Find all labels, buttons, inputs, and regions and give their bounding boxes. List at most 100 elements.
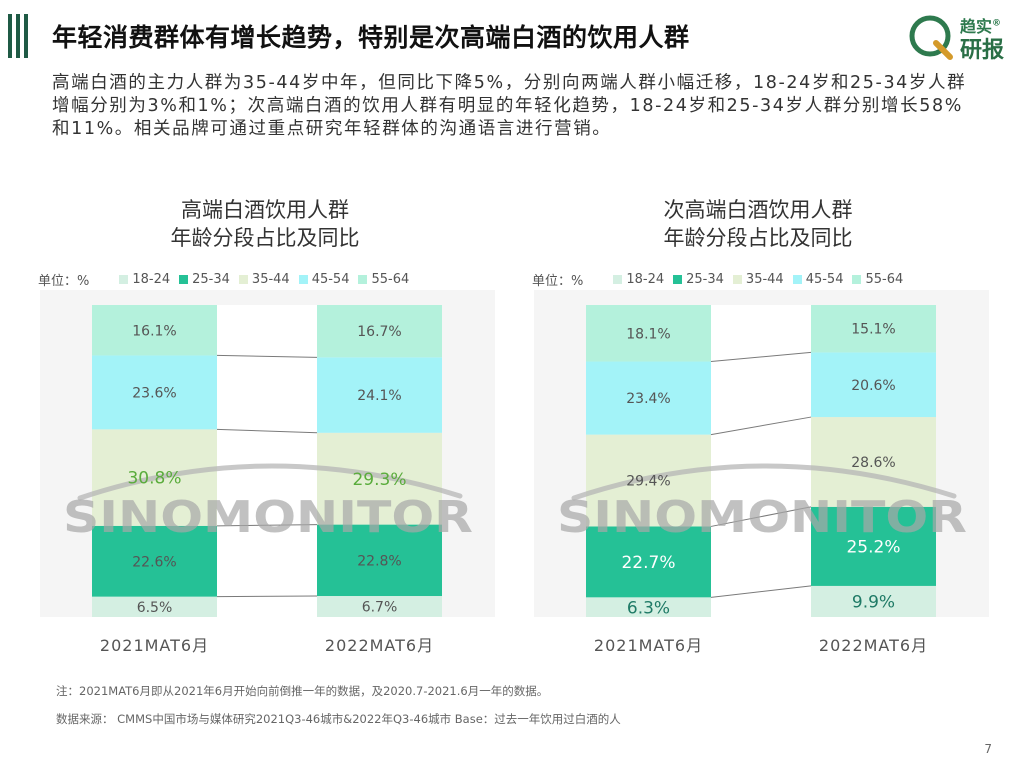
legend-swatch <box>732 275 742 284</box>
bar-segment-25-34-1 <box>92 525 217 597</box>
bar-segment-18-24-2 <box>317 596 442 617</box>
legend-label: 35-44 <box>745 272 784 287</box>
logo-registered-mark: ® <box>992 18 1002 29</box>
data-label-25-34-1: 22.6% <box>132 554 176 570</box>
bar-segment-35-44-1 <box>586 434 711 527</box>
watermark-arc <box>77 463 463 501</box>
bar-segment-55-64-2 <box>811 305 936 353</box>
bar-segment-25-34-1 <box>586 526 711 598</box>
header-accent-bars <box>8 14 48 60</box>
legend-swatch <box>613 275 623 284</box>
logo-line1: 趋实 <box>960 17 993 36</box>
legend-swatch <box>673 275 683 284</box>
footnote: 注：2021MAT6月即从2021年6月开始向前倒推一年的数据，及2020.7-… <box>56 684 549 698</box>
category-label-1: 2021MAT6月 <box>594 636 703 655</box>
legend-label: 35-44 <box>251 272 290 287</box>
bar-segment-25-34-2 <box>317 524 442 597</box>
category-label-1: 2021MAT6月 <box>100 636 209 655</box>
logo-q-icon <box>909 15 953 60</box>
legend-item-18-24: 18-24 <box>613 272 664 287</box>
legend-item-35-44: 35-44 <box>732 272 784 287</box>
data-source: 数据来源： CMMS中国市场与媒体研究2021Q3-46城市&2022年Q3-4… <box>56 712 621 726</box>
data-label-45-54-1: 23.4% <box>626 391 670 407</box>
chart2-title-line2: 年龄分段占比及同比 <box>663 226 853 250</box>
legend-swatch <box>358 275 368 284</box>
legend-item-45-54: 45-54 <box>298 272 350 287</box>
bar-segment-55-64-1 <box>586 305 711 362</box>
data-label-25-34-1: 22.7% <box>621 553 675 573</box>
legend-label: 18-24 <box>132 272 171 287</box>
data-label-35-44-1: 29.4% <box>626 474 670 490</box>
legend-item-45-54: 45-54 <box>792 272 844 287</box>
data-label-55-64-2: 16.7% <box>357 324 401 340</box>
legend-label: 45-54 <box>805 272 844 287</box>
connector-line <box>216 595 318 598</box>
data-label-18-24-2: 9.9% <box>852 593 895 613</box>
legend-swatch <box>792 275 802 284</box>
legend-label: 18-24 <box>626 272 665 287</box>
data-label-18-24-2: 6.7% <box>362 600 398 616</box>
data-label-25-34-2: 22.8% <box>357 553 401 569</box>
watermark-arc <box>571 463 957 501</box>
bar-segment-45-54-2 <box>317 357 442 433</box>
data-label-18-24-1: 6.5% <box>137 600 173 616</box>
chart1-title-line2: 年龄分段占比及同比 <box>170 226 360 250</box>
data-label-55-64-1: 16.1% <box>132 323 176 339</box>
connector-line <box>710 506 812 527</box>
chart1-title-line1: 高端白酒饮用人群 <box>181 198 349 222</box>
connector-line <box>710 416 812 436</box>
legend-item-55-64: 55-64 <box>358 272 409 287</box>
bar-segment-25-34-2 <box>811 506 936 586</box>
category-label-2: 2022MAT6月 <box>819 636 928 655</box>
legend-unit-label: 单位：% <box>38 274 90 289</box>
page-title: 年轻消费群体有增长趋势，特别是次高端白酒的饮用人群 <box>52 23 690 52</box>
legend-item-35-44: 35-44 <box>238 272 290 287</box>
legend-swatch <box>179 275 189 284</box>
connector-line <box>216 524 318 527</box>
bar-segment-45-54-1 <box>92 355 217 430</box>
chart2-legend: 单位：% 18-24 25-34 35-44 45-54 55-64 <box>532 270 912 289</box>
data-label-35-44-1: 30.8% <box>127 469 181 489</box>
legend-label: 45-54 <box>311 272 350 287</box>
legend-swatch <box>238 275 248 284</box>
chart1-stacked-bar: SINOMONITOR 6.5% 6.7% 22.6% 22.8% 30.8% 29.3% 2… <box>40 290 495 655</box>
data-label-45-54-2: 24.1% <box>357 388 401 404</box>
legend-item-18-24: 18-24 <box>119 272 170 287</box>
legend-label: 55-64 <box>865 272 904 287</box>
legend-item-25-34: 25-34 <box>179 272 230 287</box>
bar-gap <box>711 305 811 617</box>
watermark-text: SINOMONITOR <box>557 492 967 543</box>
chart2-title-line1: 次高端白酒饮用人群 <box>663 198 853 222</box>
page-number: 7 <box>984 742 992 756</box>
logo-line2: 研报 <box>960 38 1005 63</box>
brand-logo: 趋实® 研报 <box>906 12 1010 63</box>
data-label-18-24-1: 6.3% <box>627 598 670 618</box>
legend-swatch <box>298 275 308 284</box>
bar-segment-18-24-1 <box>586 597 711 617</box>
data-label-35-44-2: 29.3% <box>352 470 406 490</box>
bar-segment-55-64-2 <box>317 305 442 358</box>
chart2-title: 次高端白酒饮用人群 年龄分段占比及同比 <box>583 196 933 252</box>
chart1-legend: 单位：% 18-24 25-34 35-44 45-54 55-64 <box>38 270 418 289</box>
connector-line <box>216 354 318 358</box>
bar-segment-35-44-2 <box>317 432 442 525</box>
summary-text: 高端白酒的主力人群为35-44岁中年，但同比下降5%，分别向两端人群小幅迁移，1… <box>52 73 967 139</box>
data-label-45-54-2: 20.6% <box>851 378 895 394</box>
legend-swatch <box>119 275 129 284</box>
chart1-title: 高端白酒饮用人群 年龄分段占比及同比 <box>90 196 440 252</box>
data-label-45-54-1: 23.6% <box>132 385 176 401</box>
connector-line <box>710 351 812 363</box>
data-label-35-44-2: 28.6% <box>851 455 895 471</box>
bar-segment-45-54-1 <box>586 361 711 435</box>
legend-item-55-64: 55-64 <box>852 272 903 287</box>
bar-gap <box>217 305 317 617</box>
bar-segment-35-44-2 <box>811 417 936 507</box>
legend-swatch <box>852 275 862 284</box>
bar-segment-55-64-1 <box>92 305 217 356</box>
legend-unit-label: 单位：% <box>532 274 584 289</box>
bar-segment-45-54-2 <box>811 352 936 418</box>
legend-item-25-34: 25-34 <box>673 272 724 287</box>
data-label-55-64-1: 18.1% <box>626 326 670 342</box>
bar-segment-18-24-2 <box>811 585 936 617</box>
data-label-55-64-2: 15.1% <box>851 322 895 338</box>
